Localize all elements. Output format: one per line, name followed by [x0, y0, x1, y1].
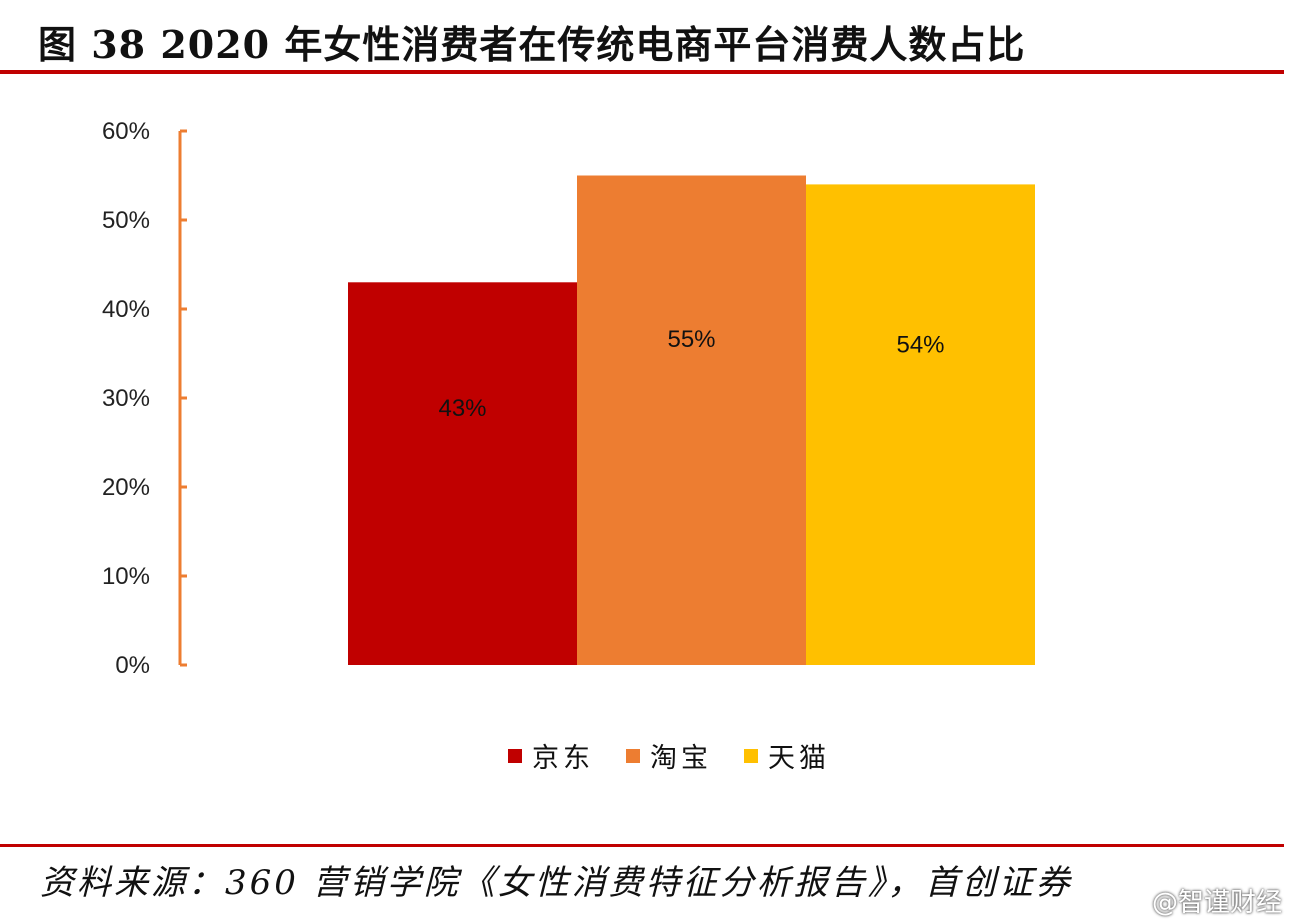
legend-item-tmall: 天猫 [744, 736, 830, 775]
figure-title: 图 38 2020 年女性消费者在传统电商平台消费人数占比 [38, 22, 1026, 67]
bar-value-label: 54% [896, 332, 944, 359]
legend-item-taobao: 淘宝 [626, 736, 712, 775]
bar-value-label: 55% [667, 326, 715, 353]
legend-label: 京东 [532, 743, 594, 774]
bars [348, 175, 1035, 665]
data-labels: 43% 55% 54% [438, 326, 944, 422]
legend-swatch [508, 748, 522, 763]
legend-label: 淘宝 [650, 743, 712, 774]
legend-swatch [626, 748, 640, 763]
y-axis: 0% 10% 20% 30% 40% 50% 60% [102, 118, 187, 679]
bar [577, 175, 806, 665]
bar-chart: 0% 10% 20% 30% 40% 50% 60% 43% 55% 54% [102, 118, 1035, 679]
legend-swatch [744, 748, 758, 763]
bar-value-label: 43% [438, 395, 486, 422]
source-rule [0, 844, 1284, 847]
bar [348, 282, 577, 665]
title-rule [0, 70, 1284, 74]
y-tick-label: 50% [102, 207, 150, 234]
y-tick-label: 30% [102, 385, 150, 412]
watermark: @智谨财经 [1151, 888, 1282, 918]
y-tick-label: 60% [102, 118, 150, 145]
source-note: 资料来源：360 营销学院《女性消费特征分析报告》，首创证券 [40, 863, 1073, 903]
y-tick-label: 10% [102, 563, 150, 590]
legend-label: 天猫 [768, 743, 830, 774]
y-tick-label: 0% [115, 652, 150, 679]
bar [806, 184, 1035, 665]
legend: 京东 淘宝 天猫 [508, 736, 830, 775]
y-tick-label: 40% [102, 296, 150, 323]
legend-item-jingdong: 京东 [508, 736, 594, 775]
y-tick-label: 20% [102, 474, 150, 501]
